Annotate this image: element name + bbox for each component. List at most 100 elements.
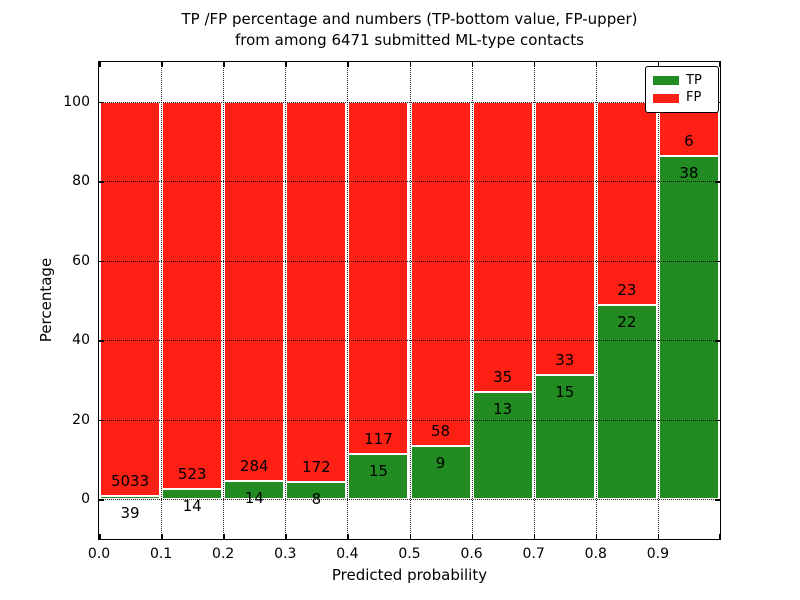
gridline-vertical (285, 62, 287, 539)
tp-bar-segment (410, 445, 471, 500)
tp-count-label: 15 (368, 462, 388, 481)
gridline-vertical (409, 62, 411, 539)
tp-count-label: 15 (555, 383, 575, 402)
chart-title-line1: TP /FP percentage and numbers (TP-bottom… (181, 10, 638, 28)
x-tick-mark (99, 62, 101, 67)
x-tick-mark (347, 534, 349, 539)
legend-item: TP (653, 72, 711, 88)
gridline-vertical (657, 62, 659, 539)
x-tick-mark (223, 62, 225, 67)
fp-count-label: 523 (177, 464, 207, 483)
fp-bar-segment (348, 101, 409, 455)
x-tick-mark (718, 534, 720, 539)
fp-count-label: 117 (364, 430, 393, 449)
x-tick-mark (285, 534, 287, 539)
x-tick-label: 0.5 (398, 546, 421, 562)
fp-count-label: 284 (239, 456, 269, 475)
x-tick-mark (471, 62, 474, 67)
x-tick-label: 0.9 (646, 546, 670, 562)
chart-title: TP /FP percentage and numbers (TP-bottom… (99, 9, 720, 51)
gridline-vertical (471, 62, 473, 539)
y-tick-mark (715, 181, 720, 183)
y-tick-label: 100 (63, 93, 90, 110)
x-tick-mark (657, 62, 660, 67)
fp-count-label: 23 (617, 280, 637, 299)
x-tick-mark (223, 534, 225, 539)
x-tick-mark (471, 534, 474, 539)
fp-count-label: 5033 (110, 472, 150, 491)
legend-item-label: TP (686, 72, 702, 88)
y-tick-label: 80 (72, 173, 90, 190)
fp-bar-segment (534, 101, 595, 376)
y-tick-mark (99, 340, 104, 342)
legend-item: FP (653, 91, 711, 105)
gridline-vertical (347, 62, 349, 539)
y-tick-mark (715, 419, 720, 422)
tp-count-label: 9 (435, 453, 446, 472)
x-tick-mark (533, 62, 536, 67)
x-tick-mark (595, 62, 598, 67)
gridline-vertical (533, 62, 535, 539)
x-tick-label: 0.3 (274, 546, 297, 562)
y-axis-label: Percentage (37, 257, 55, 343)
x-tick-mark (718, 62, 720, 67)
x-tick-label: 0.7 (522, 546, 545, 562)
y-tick-label: 0 (81, 491, 90, 508)
plot-area: 5033 39 523 14 284 14 172 8 117 15 58 9 35 13 33 15 23 22… (98, 61, 721, 540)
legend: TP FP (645, 66, 719, 113)
y-tick-mark (99, 101, 104, 104)
fp-count-label: 35 (493, 367, 513, 386)
tp-bar-segment (100, 496, 161, 500)
y-tick-mark (99, 419, 104, 422)
fp-bar-segment (596, 101, 657, 305)
x-tick-mark (409, 62, 411, 67)
tp-bar-segment (472, 391, 533, 500)
y-tick-label: 20 (72, 411, 90, 428)
tp-count-label: 39 (120, 504, 140, 523)
x-tick-label: 0.2 (212, 546, 235, 562)
fp-count-label: 6 (684, 131, 694, 150)
x-tick-label: 0.6 (460, 546, 483, 562)
fp-count-label: 172 (302, 457, 331, 476)
fp-bar-segment (100, 101, 161, 497)
tp-bar-segment (286, 481, 347, 500)
x-tick-mark (347, 62, 349, 67)
x-tick-mark (99, 534, 101, 539)
y-tick-mark (715, 499, 720, 501)
gridline-vertical (161, 62, 163, 539)
fp-count-label: 58 (431, 421, 451, 440)
tp-legend-swatch (653, 76, 679, 86)
tp-count-label: 14 (244, 488, 264, 507)
fp-legend-swatch (653, 93, 679, 103)
tp-bar-segment (534, 375, 595, 500)
x-tick-label: 0.0 (87, 546, 111, 562)
chart-title-line2: from among 6471 submitted ML-type contac… (235, 31, 584, 49)
tp-count-label: 8 (311, 489, 322, 508)
fp-bar-segment (224, 101, 285, 481)
fp-bar-segment (286, 101, 347, 482)
tp-count-label: 14 (182, 496, 202, 515)
tp-bar-segment (348, 454, 409, 500)
fp-bar-segment (410, 101, 471, 446)
y-tick-label: 60 (72, 252, 90, 269)
x-tick-mark (161, 62, 163, 67)
x-tick-mark (285, 62, 287, 67)
tp-bar-segment (162, 488, 223, 500)
tp-bar-segment (224, 480, 285, 500)
y-tick-mark (715, 340, 720, 342)
x-tick-label: 0.4 (336, 546, 359, 562)
x-tick-mark (161, 534, 163, 539)
x-tick-label: 0.1 (149, 546, 173, 562)
tp-bar-segment (658, 155, 719, 500)
y-tick-mark (715, 260, 720, 263)
x-tick-mark (657, 534, 660, 539)
x-tick-mark (409, 534, 411, 539)
gridline-vertical (223, 62, 225, 539)
x-axis-label: Predicted probability (331, 566, 488, 584)
y-tick-label: 40 (72, 332, 90, 349)
y-tick-mark (99, 260, 104, 263)
y-tick-mark (99, 499, 104, 501)
y-tick-mark (99, 181, 104, 183)
tp-count-label: 38 (679, 163, 699, 182)
